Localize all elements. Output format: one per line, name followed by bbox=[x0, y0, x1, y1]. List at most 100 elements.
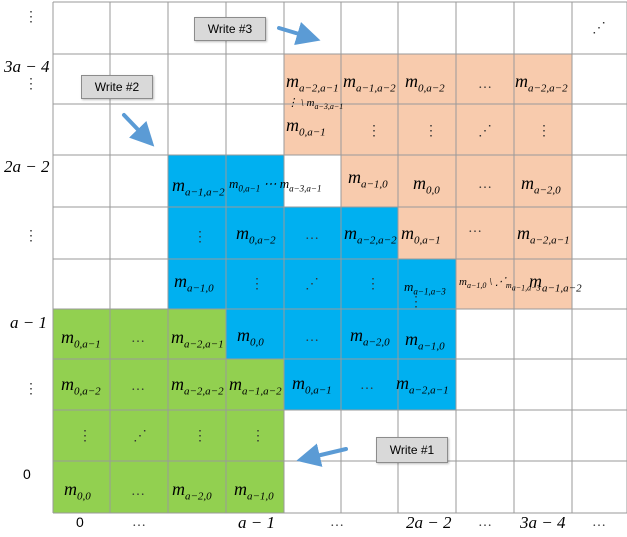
blue-cell bbox=[341, 359, 398, 410]
cell-label: ma−1,0 bbox=[405, 329, 445, 353]
peach-cell bbox=[456, 259, 514, 309]
cell-label: ma−1,a−2 bbox=[229, 374, 282, 398]
cell-label: ma−2,a−2 bbox=[344, 223, 397, 247]
write-1-arrow bbox=[296, 443, 348, 467]
blue-cell bbox=[398, 309, 456, 359]
cell-dots: … bbox=[478, 77, 492, 92]
cell-label: ma−2,0 bbox=[172, 479, 212, 503]
cell-dots: ⋮ bbox=[193, 230, 207, 245]
cell-label: m0,0 bbox=[413, 173, 440, 197]
green-cell bbox=[168, 309, 226, 359]
write-3-box: Write #3 bbox=[194, 17, 266, 41]
peach-cell bbox=[514, 155, 572, 207]
green-cell bbox=[53, 309, 110, 359]
blue-cell bbox=[341, 259, 398, 309]
green-cell bbox=[226, 461, 284, 513]
cell-label: m0,a−1 bbox=[292, 373, 332, 397]
peach-cell bbox=[341, 155, 398, 207]
cell-label: ma−2,a−2 bbox=[515, 71, 568, 95]
cell-label: ma−1,0 bbox=[174, 271, 214, 295]
cell-label: m0,a−2 bbox=[405, 71, 445, 95]
y-axis-label-7: 0 bbox=[23, 466, 31, 482]
y-axis-label-4: ⋮ bbox=[24, 229, 38, 244]
y-axis-label-6: ⋮ bbox=[24, 382, 38, 397]
cell-label: m0,a−1 bbox=[61, 327, 101, 351]
y-axis-label-0: ⋮ bbox=[24, 10, 38, 25]
x-axis-label-7: … bbox=[592, 515, 606, 530]
x-axis-label-5: … bbox=[478, 515, 492, 530]
x-axis-label-2: a − 1 bbox=[238, 513, 275, 532]
peach-cell bbox=[514, 104, 572, 155]
blue-cell bbox=[284, 359, 341, 410]
blue-cell bbox=[341, 309, 398, 359]
cell-dots: ⋰ bbox=[133, 429, 147, 444]
peach-cell bbox=[341, 104, 398, 155]
blue-cell bbox=[226, 155, 284, 207]
peach-cell bbox=[398, 155, 456, 207]
x-axis-label-3: … bbox=[330, 515, 344, 530]
green-cell bbox=[53, 461, 110, 513]
write-3-arrow bbox=[277, 22, 321, 46]
blue-cell bbox=[226, 259, 284, 309]
cell-label: ma−2,0 bbox=[521, 173, 561, 197]
cell-label: ma−1,a−2 bbox=[529, 271, 582, 295]
cell-label: ⋮ \ ma−3,a−1 bbox=[287, 97, 344, 112]
cell-dots: … bbox=[305, 228, 319, 243]
cell-label: m0,a−2 bbox=[61, 374, 101, 398]
cell-label: m0,a−1 bbox=[286, 115, 326, 139]
blue-cell bbox=[226, 309, 284, 359]
cell-label: ma−2,a−2 bbox=[171, 374, 224, 398]
cell-label: m0,0 bbox=[237, 325, 264, 349]
green-cell bbox=[168, 359, 226, 410]
blue-cell bbox=[168, 155, 226, 207]
blue-cell bbox=[168, 207, 226, 259]
cell-dots: ⋮ bbox=[78, 429, 92, 444]
green-cell bbox=[53, 410, 110, 461]
cell-dots: ⋮ bbox=[250, 277, 264, 292]
cell-dots: … bbox=[305, 330, 319, 345]
cell-dots: ⋮ bbox=[366, 277, 380, 292]
cell-dots: … bbox=[131, 484, 145, 499]
peach-cell bbox=[456, 54, 514, 104]
peach-cell bbox=[456, 155, 514, 207]
corner-dots: ⋰ bbox=[592, 21, 606, 36]
blue-cell bbox=[398, 259, 456, 309]
blue-cell bbox=[398, 359, 456, 410]
blue-cell bbox=[341, 207, 398, 259]
cell-label: ma−2,0 bbox=[350, 325, 390, 349]
cell-label: ma−1,a−2 bbox=[172, 175, 225, 199]
write-2-arrow bbox=[122, 113, 155, 147]
peach-cell bbox=[398, 207, 456, 259]
cell-label: m0,a−1 bbox=[401, 223, 441, 247]
cell-label: m0,0 bbox=[64, 479, 91, 503]
cell-dots: … bbox=[131, 379, 145, 394]
cell-dots: ⋮ bbox=[251, 429, 265, 444]
x-axis-label-6: 3a − 4 bbox=[520, 513, 566, 532]
blue-cell bbox=[226, 207, 284, 259]
green-cell bbox=[110, 309, 168, 359]
cell-label: ma−1,a−3 bbox=[404, 279, 446, 297]
green-cell bbox=[168, 410, 226, 461]
peach-cell bbox=[514, 54, 572, 104]
cell-dots: … bbox=[131, 331, 145, 346]
peach-cell bbox=[456, 207, 514, 259]
cell-label: ma−1,0 \ ⋰ma−1,a−3 bbox=[459, 276, 541, 293]
cell-dots: … bbox=[360, 378, 374, 393]
cell-label: ma−1,0 bbox=[234, 479, 274, 503]
write-1-box: Write #1 bbox=[376, 437, 448, 463]
peach-cell bbox=[398, 104, 456, 155]
cell-label: m0,a−1 ⋯ ma−3,a−1 bbox=[229, 176, 322, 194]
write-2-box: Write #2 bbox=[81, 75, 153, 99]
green-cell bbox=[53, 359, 110, 410]
blue-cell bbox=[284, 259, 341, 309]
cell-label: ma−2,a−1 bbox=[286, 71, 339, 95]
cell-label: ma−1,0 bbox=[348, 167, 388, 191]
cell-label: ma−2,a−1 bbox=[396, 373, 449, 397]
peach-cell bbox=[341, 54, 398, 104]
green-cell bbox=[168, 461, 226, 513]
green-cell bbox=[226, 359, 284, 410]
x-axis-label-0: 0 bbox=[76, 514, 84, 530]
peach-cell bbox=[284, 104, 341, 155]
peach-cell bbox=[514, 259, 572, 309]
